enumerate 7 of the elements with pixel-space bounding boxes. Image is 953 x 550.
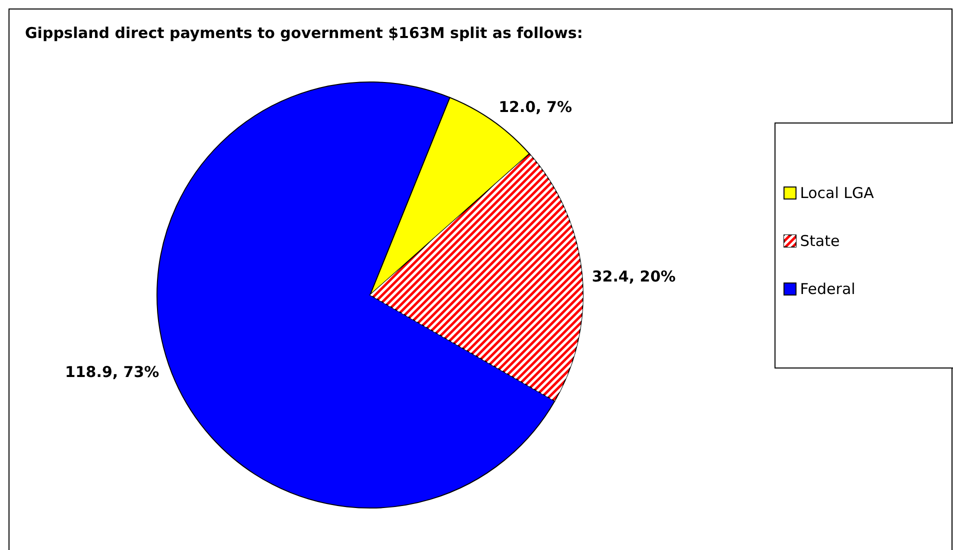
chart-title: Gippsland direct payments to government $163M split as follows: — [25, 24, 583, 42]
data-label: 12.0, 7% — [498, 98, 572, 116]
legend-label: Federal — [800, 280, 856, 298]
legend-label: State — [800, 232, 840, 250]
data-label: 32.4, 20% — [592, 267, 676, 286]
legend-label: Local LGA — [800, 184, 875, 202]
data-label: 118.9, 73% — [64, 362, 160, 381]
